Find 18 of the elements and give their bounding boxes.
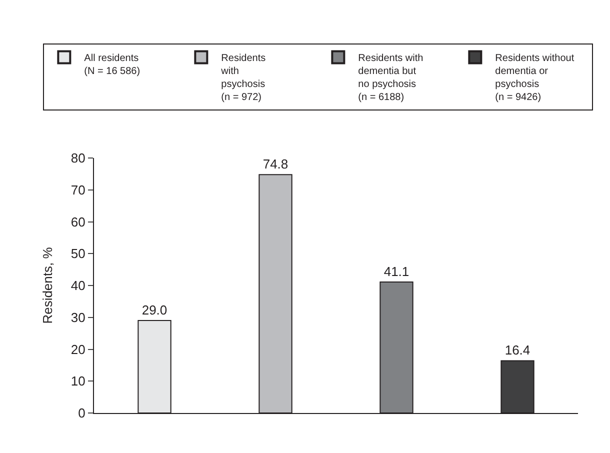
y-tick-label: 50 xyxy=(70,246,86,262)
data-label: 16.4 xyxy=(504,342,530,358)
data-label: 74.8 xyxy=(262,156,288,172)
y-axis-title: Residents, % xyxy=(40,246,55,324)
legend-label: All residents (N = 16 586) xyxy=(84,53,140,78)
y-tick-label: 70 xyxy=(70,182,86,198)
y-tick-label: 30 xyxy=(70,310,86,325)
legend-label: Residents without dementia or psychosis (n = 9426) xyxy=(495,53,574,104)
legend-label: Residents with dementia but no psychosis (n = 6188) xyxy=(358,53,424,104)
y-tick-label: 20 xyxy=(70,342,86,357)
y-tick-label: 80 xyxy=(70,150,86,166)
data-label: 29.0 xyxy=(142,302,168,318)
legend-label: Residents with psychosis (n = 972) xyxy=(220,53,266,104)
y-tick-label: 40 xyxy=(70,278,86,294)
y-tick-label: 0 xyxy=(78,406,86,421)
y-tick-label: 10 xyxy=(70,374,86,389)
data-label: 41.1 xyxy=(384,264,410,279)
y-tick-label: 60 xyxy=(70,214,86,230)
